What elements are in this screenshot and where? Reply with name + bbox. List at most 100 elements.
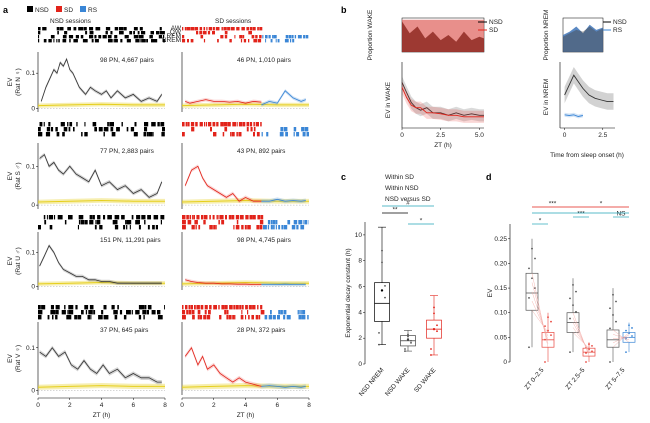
hypnogram-block-nsd: [143, 315, 145, 320]
hypnogram-block-rs: [284, 310, 287, 315]
hypnogram-block-sd: [247, 225, 251, 230]
paired-line: [531, 310, 549, 333]
hypnogram-block-nsd: [114, 35, 118, 39]
hypnogram-block-sd: [182, 310, 186, 315]
x-axis-label: ZT (h): [93, 412, 111, 419]
hypnogram-block-rs: [279, 132, 284, 137]
hypnogram-block-sd: [253, 132, 255, 137]
hypnogram-block-sd: [190, 305, 193, 310]
hypnogram-block-nsd: [56, 39, 58, 43]
hypnogram-block-sd: [213, 305, 217, 310]
hypnogram-block-nsd: [89, 220, 94, 225]
box-iqr: [374, 282, 390, 322]
hypnogram-block-sd: [221, 27, 223, 31]
hypnogram-block-nsd: [98, 35, 102, 39]
paired-line: [572, 317, 590, 355]
hypnogram-block-nsd: [125, 220, 127, 225]
hypnogram-block-sd: [207, 31, 211, 35]
data-point: [544, 338, 546, 341]
hypnogram-block-sd: [236, 27, 240, 31]
y-axis-sublabel: (Rat S ♂): [15, 162, 22, 189]
box-mean-dot: [380, 289, 384, 292]
hypnogram-block-rs: [273, 225, 275, 230]
x-tick-label: 8: [163, 402, 167, 409]
hypnogram-block-rs: [284, 225, 288, 230]
data-point: [609, 307, 611, 310]
hypnogram-block-sd: [208, 310, 211, 315]
ev-nrem-line-rs: [564, 114, 583, 117]
data-point: [628, 324, 630, 327]
hypnogram-block-nsd: [126, 220, 132, 225]
hypnogram-block-rs: [267, 220, 271, 225]
hypnogram-block-sd: [209, 225, 213, 230]
hypnogram-block-rs: [304, 220, 308, 225]
data-point: [625, 329, 627, 332]
hypnogram-block-sd: [224, 35, 228, 39]
hypnogram-block-nsd: [67, 122, 69, 127]
hypnogram-block-sd: [245, 315, 247, 320]
paired-line: [612, 334, 630, 341]
hypnogram-block-sd: [192, 315, 195, 320]
hypnogram-block-sd: [231, 132, 235, 137]
hypnogram-block-sd: [241, 305, 244, 310]
hypnogram-block-rs: [280, 310, 283, 315]
hypnogram-block-nsd: [60, 27, 64, 31]
hypnogram-block-sd: [220, 122, 224, 127]
hypnogram-block-nsd: [57, 31, 59, 35]
hypnogram-block-rs: [297, 310, 299, 315]
hypnogram-block-nsd: [123, 225, 126, 230]
hypnogram-block-sd: [220, 35, 224, 39]
hypnogram-block-sd: [226, 310, 229, 315]
hypnogram-block-nsd: [64, 220, 67, 225]
hypnogram-block-nsd: [54, 215, 56, 220]
hypnogram-block-rs: [272, 35, 274, 39]
hypnogram-block-rs: [266, 132, 269, 137]
hypnogram-block-sd: [213, 225, 216, 230]
hypnogram-block-sd: [229, 305, 233, 310]
hypnogram-block-nsd: [94, 127, 97, 132]
y-tick-label: 0: [31, 105, 35, 112]
hypnogram-block-nsd: [77, 225, 79, 230]
hypnogram-block-nsd: [47, 315, 50, 320]
hypnogram-block-nsd: [48, 39, 52, 43]
hypnogram-block-sd: [223, 122, 227, 127]
hypnogram-block-rs: [285, 35, 289, 39]
hypnogram-block-nsd: [98, 127, 103, 132]
data-point: [575, 310, 577, 313]
nsd-series-line: [39, 347, 162, 383]
hypnogram-block-rs: [261, 132, 263, 137]
hypnogram-block-rs: [272, 315, 276, 320]
hypnogram-block-sd: [248, 39, 250, 43]
hypnogram-block-nsd: [55, 127, 58, 132]
data-point: [585, 361, 587, 363]
hypnogram-block-sd: [252, 27, 256, 31]
hypnogram-block-nsd: [126, 39, 131, 43]
hypnogram-block-sd: [251, 35, 255, 39]
hypnogram-block-nsd: [75, 35, 79, 39]
hypnogram-block-sd: [232, 315, 235, 320]
hypnogram-block-nsd: [144, 122, 149, 127]
pair-count-label-sd: 28 PN, 372 pairs: [237, 327, 286, 334]
hypnogram-block-nsd: [152, 132, 154, 137]
hypnogram-block-nsd: [60, 122, 65, 127]
x-category-label: NSD WAKE: [384, 366, 412, 397]
hypnogram-block-nsd: [103, 315, 109, 320]
hypnogram-block-rs: [286, 315, 291, 320]
hypnogram-block-nsd: [94, 225, 97, 230]
hypnogram-block-nsd: [88, 310, 93, 315]
hypnogram-block-nsd: [130, 127, 135, 132]
hypnogram-block-nsd: [110, 31, 113, 35]
hypnogram-block-sd: [241, 27, 245, 31]
data-point: [609, 327, 611, 330]
paired-line: [572, 312, 590, 357]
hypnogram-block-nsd: [73, 39, 78, 43]
hypnogram-block-sd: [208, 27, 212, 31]
hypnogram-block-sd: [239, 305, 242, 310]
hypnogram-block-nsd: [84, 305, 89, 310]
hypnogram-block-sd: [225, 215, 227, 220]
hypnogram-block-nsd: [64, 305, 66, 310]
hypnogram-block-rs: [298, 220, 303, 225]
data-point: [544, 361, 546, 363]
hypnogram-block-sd: [204, 305, 208, 310]
